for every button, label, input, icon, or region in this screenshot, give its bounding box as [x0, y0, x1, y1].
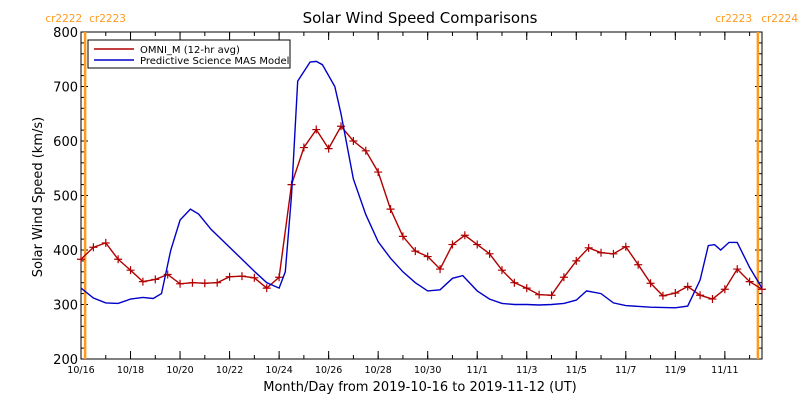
x-tick-label: 11/11: [711, 365, 738, 376]
data-point-marker: [324, 144, 333, 153]
data-point-marker: [708, 295, 717, 304]
y-tick-label: 400: [53, 244, 78, 259]
data-point-marker: [349, 137, 358, 145]
chart-title: Solar Wind Speed Comparisons: [303, 9, 538, 27]
data-point-marker: [200, 279, 209, 288]
data-point-marker: [671, 289, 680, 298]
data-point-marker: [138, 277, 147, 286]
data-point-marker: [101, 238, 110, 247]
data-point-marker: [423, 252, 432, 261]
legend-box: [87, 39, 291, 69]
series-layer: [77, 60, 766, 309]
data-point-marker: [683, 282, 692, 291]
x-tick-label: 11/1: [467, 365, 488, 376]
data-point-marker: [114, 255, 123, 264]
data-point-marker: [126, 266, 135, 275]
data-point-marker: [720, 285, 729, 294]
data-point-marker: [225, 272, 234, 281]
data-point-marker: [237, 272, 246, 281]
data-point-marker: [559, 273, 568, 282]
x-tick-label: 11/5: [566, 365, 587, 376]
data-point-marker: [621, 242, 630, 251]
x-tick-label: 10/30: [414, 365, 441, 376]
data-point-marker: [696, 291, 705, 300]
y-tick-label: 700: [53, 81, 78, 96]
carrington-right-label: cr2224: [761, 13, 798, 25]
y-tick-label: 500: [53, 190, 78, 205]
x-axis-label: Month/Day from 2019-10-16 to 2019-11-12 …: [263, 380, 576, 395]
data-point-marker: [497, 266, 506, 275]
data-point-marker: [262, 284, 271, 293]
carrington-left-label: cr2222: [45, 13, 82, 25]
data-point-marker: [361, 146, 370, 155]
x-tick-label: 10/18: [117, 365, 144, 376]
y-axis-label: Solar Wind Speed (km/s): [31, 117, 46, 277]
data-point-marker: [597, 248, 606, 257]
data-point-marker: [448, 240, 457, 249]
data-point-marker: [213, 278, 222, 287]
series-line-0: [80, 125, 763, 300]
x-tick-label: 10/20: [166, 365, 193, 376]
data-point-marker: [658, 291, 667, 300]
data-point-marker: [436, 265, 445, 274]
data-point-marker: [250, 273, 259, 282]
data-point-marker: [299, 143, 308, 152]
x-tick-label: 10/28: [364, 365, 391, 376]
x-tick-label: 10/26: [315, 365, 342, 376]
data-point-marker: [547, 291, 556, 300]
data-point-marker: [609, 249, 618, 258]
y-tick-label: 200: [53, 353, 78, 368]
data-point-marker: [535, 290, 544, 299]
data-point-marker: [151, 275, 160, 284]
data-point-marker: [510, 278, 519, 287]
data-point-marker: [758, 285, 766, 294]
data-point-marker: [176, 279, 185, 288]
data-point-marker: [522, 284, 531, 293]
data-point-marker: [89, 243, 98, 252]
data-point-marker: [473, 240, 482, 249]
data-point-marker: [460, 231, 469, 240]
legend-label: OMNI_M (12-hr avg): [140, 45, 240, 56]
series-line-1: [80, 60, 763, 309]
data-point-marker: [584, 243, 593, 252]
data-point-marker: [733, 265, 742, 274]
data-point-marker: [572, 256, 581, 265]
y-tick-label: 800: [53, 26, 78, 41]
data-point-marker: [77, 255, 85, 264]
plot-frame: [80, 31, 763, 360]
x-tick-label: 11/7: [615, 365, 636, 376]
data-point-marker: [634, 260, 643, 269]
data-point-marker: [398, 232, 407, 241]
data-point-marker: [386, 205, 395, 214]
data-point-marker: [411, 247, 420, 256]
data-point-marker: [312, 125, 321, 134]
legend-label: Predictive Science MAS Model: [140, 56, 289, 67]
axes-layer: 200 300 400 500 600 700 800 10/16 10/18 10/20 10/2…: [45, 13, 798, 376]
data-point-marker: [745, 277, 754, 286]
data-point-marker: [374, 168, 383, 177]
data-point-marker: [646, 279, 655, 288]
y-tick-label: 300: [53, 299, 78, 314]
data-point-marker: [188, 278, 197, 287]
data-point-marker: [485, 249, 494, 258]
x-tick-label: 10/24: [265, 365, 292, 376]
carrington-left-label: cr2223: [715, 13, 752, 25]
data-point-marker: [275, 273, 284, 282]
legend: OMNI_M (12-hr avg)Predictive Science MAS…: [87, 39, 291, 69]
x-tick-label: 11/9: [665, 365, 686, 376]
y-tick-label: 600: [53, 135, 78, 150]
carrington-right-label: cr2223: [89, 13, 126, 25]
x-tick-label: 10/16: [67, 365, 94, 376]
x-tick-label: 11/3: [516, 365, 537, 376]
x-tick-label: 10/22: [216, 365, 243, 376]
